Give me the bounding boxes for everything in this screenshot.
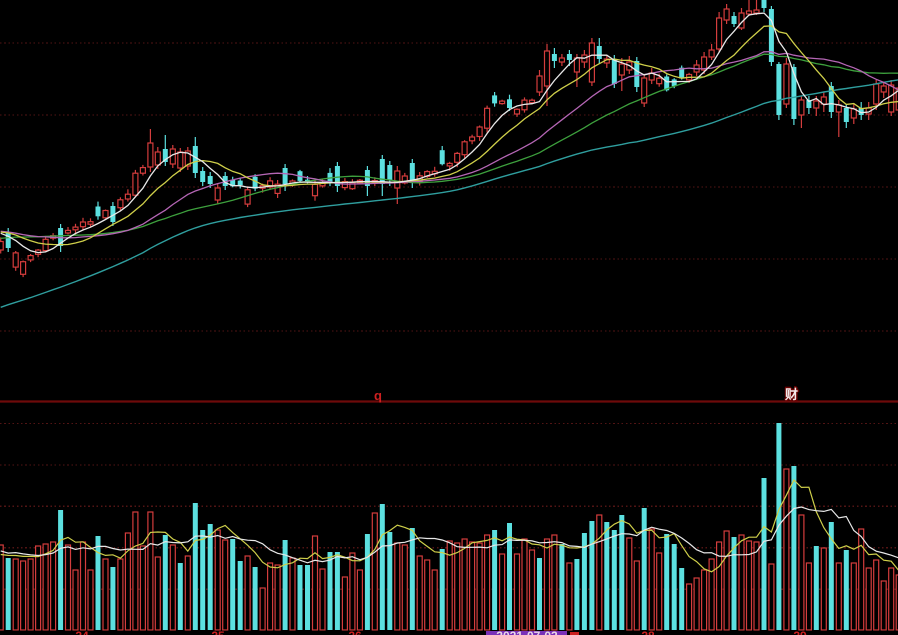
svg-text:财: 财 (783, 385, 798, 401)
svg-text:q: q (374, 388, 382, 403)
svg-text:财: 财 (785, 386, 800, 402)
svg-text:26: 26 (348, 629, 362, 635)
svg-text:25: 25 (211, 629, 225, 635)
svg-text:财: 财 (785, 387, 798, 402)
svg-text:2021-07-02: 2021-07-02 (496, 629, 558, 635)
svg-text:财: 财 (784, 387, 799, 403)
svg-text:财: 财 (784, 385, 799, 401)
svg-text:28: 28 (641, 629, 655, 635)
svg-text:24: 24 (75, 629, 89, 635)
svg-text:财: 财 (785, 387, 800, 403)
svg-text:29: 29 (793, 629, 807, 635)
svg-text:财: 财 (783, 386, 798, 402)
